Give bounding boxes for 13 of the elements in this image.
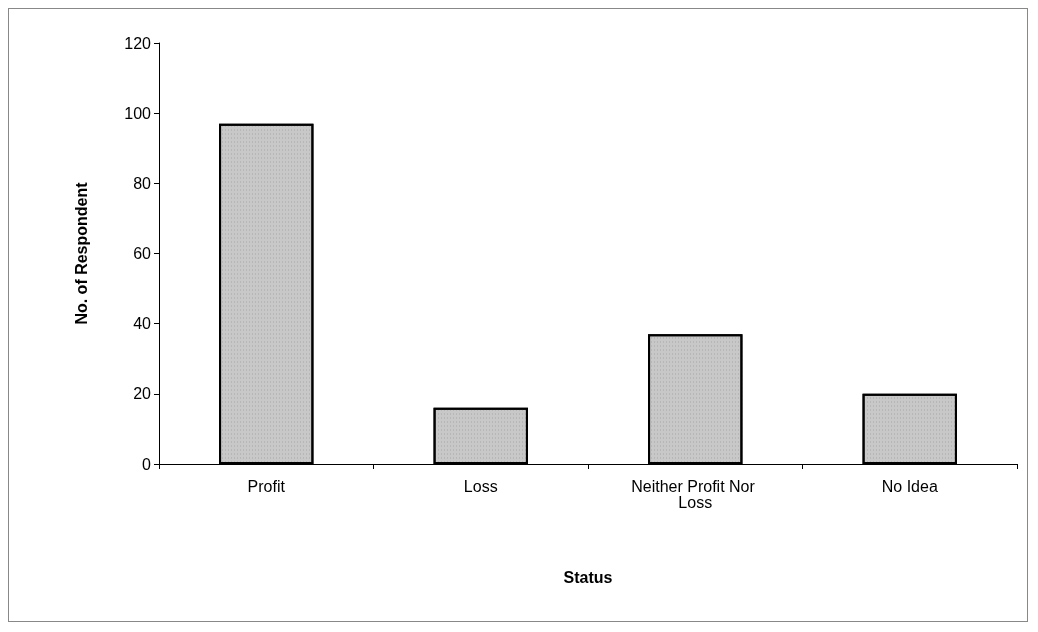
y-tick-label: 100 [124,104,152,122]
y-tick-label: 0 [142,455,152,473]
x-tick-label: Profit [247,477,286,495]
y-tick-label: 80 [133,174,152,192]
y-tick-label: 20 [133,385,152,403]
y-tick-label: 60 [133,245,152,262]
y-tick-label: 40 [133,315,152,333]
x-tick-label: Neither Profit Nor Loss [631,477,760,511]
y-axis-title: No. of Respondent [72,181,90,325]
y-tick-label: 120 [124,34,152,52]
x-axis-title: Status [563,568,613,586]
x-tick-label: No Idea [881,477,938,495]
x-tick-label: Loss [463,477,498,495]
